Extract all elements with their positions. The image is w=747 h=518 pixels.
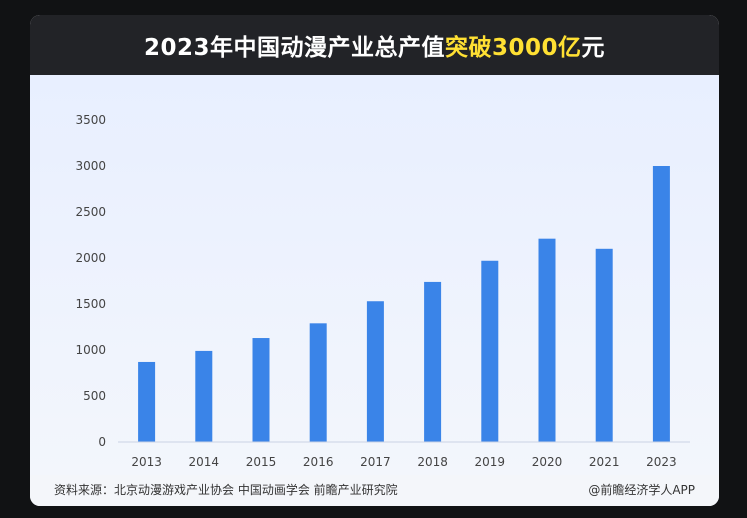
y-axis: 0 500 1000 1500 2000 2500 3000 3500: [75, 113, 106, 449]
x-tick-label: 2020: [532, 455, 563, 469]
bar-2018: [424, 281, 442, 442]
x-tick-label: 2016: [303, 455, 334, 469]
bar-2019: [481, 260, 499, 442]
bar-2020: [538, 238, 556, 442]
credit-label: @前瞻经济学人APP: [588, 483, 695, 497]
y-tick-label: 1500: [75, 297, 106, 311]
chart-title: 2023年中国动漫产业总产值突破3000亿元: [144, 28, 605, 62]
chart-card: 2023年中国动漫产业总产值突破3000亿元 0 500 1000 1500 2000 2…: [30, 15, 719, 506]
x-tick-label: 2018: [417, 455, 448, 469]
x-tick-label: 2019: [475, 455, 506, 469]
bar-2016: [309, 323, 327, 442]
x-tick-label: 2023: [646, 455, 677, 469]
plot-area: 0 500 1000 1500 2000 2500 3000 3500 2013 2014 201…: [30, 75, 719, 475]
y-tick-label: 3500: [75, 113, 106, 127]
x-tick-label: 2013: [131, 455, 162, 469]
bar-2021: [595, 248, 613, 442]
x-tick-label: 2017: [360, 455, 391, 469]
source-note: 资料来源：北京动漫游戏产业协会 中国动画学会 前瞻产业研究院: [54, 483, 398, 497]
x-tick-label: 2015: [246, 455, 277, 469]
chart-header: 2023年中国动漫产业总产值突破3000亿元: [30, 15, 719, 76]
y-tick-label: 2000: [75, 251, 106, 265]
bar-2013: [138, 361, 156, 442]
bar-2023: [652, 166, 670, 442]
title-suffix: 元: [581, 35, 606, 61]
bar-2014: [195, 350, 213, 442]
bar-2017: [366, 301, 384, 442]
y-tick-label: 0: [98, 435, 106, 449]
title-main: 2023年中国动漫产业总产值: [143, 35, 445, 61]
bar-2015: [252, 338, 270, 442]
x-tick-label: 2021: [589, 455, 620, 469]
y-tick-label: 1000: [75, 343, 106, 357]
title-highlight: 突破3000亿: [445, 35, 582, 61]
footer: 资料来源：北京动漫游戏产业协会 中国动画学会 前瞻产业研究院 @前瞻经济学人AP…: [30, 475, 719, 506]
x-tick-label: 2014: [189, 455, 220, 469]
y-tick-label: 3000: [75, 159, 106, 173]
y-tick-label: 500: [83, 389, 106, 403]
y-tick-label: 2500: [75, 205, 106, 219]
bar-series: [138, 166, 670, 442]
x-axis: 2013 2014 2015 2016 2017 2018 2019 2020 2021 2023: [118, 441, 690, 469]
